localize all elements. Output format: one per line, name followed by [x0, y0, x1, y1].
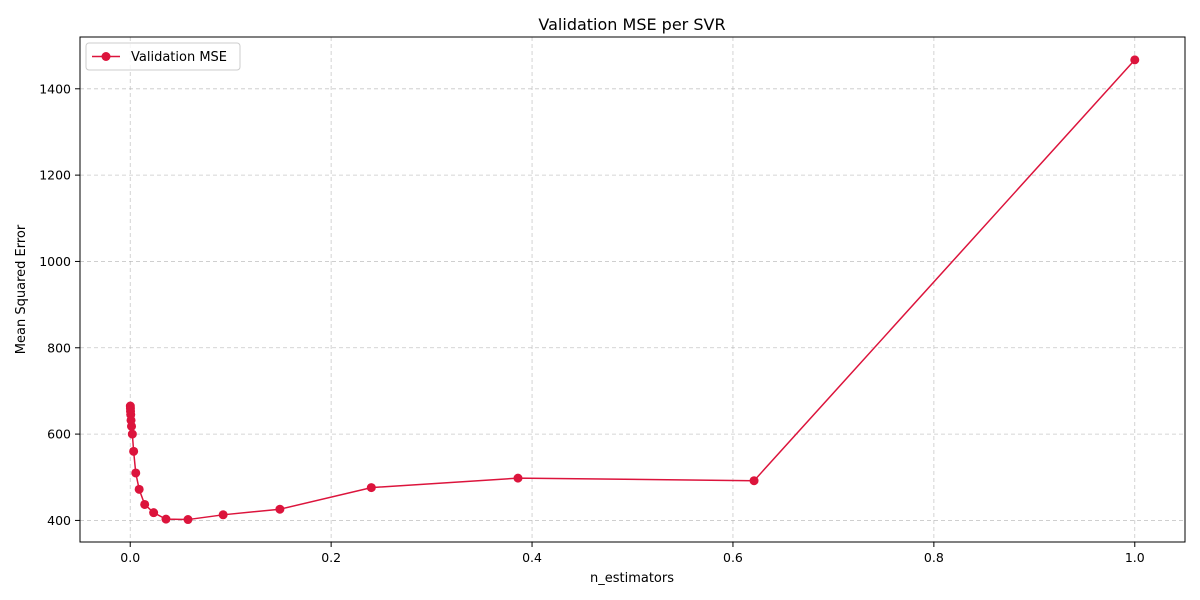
y-axis-label: Mean Squared Error — [14, 224, 29, 354]
legend-marker — [101, 52, 111, 61]
x-axis-label: n_estimators — [590, 571, 674, 586]
x-tick-label: 0.0 — [120, 550, 140, 565]
x-tick-label: 0.6 — [723, 550, 743, 565]
data-point — [183, 515, 193, 525]
data-point — [149, 508, 159, 518]
x-tick-label: 0.4 — [522, 550, 542, 565]
x-tick-label: 0.2 — [321, 550, 341, 565]
data-point — [749, 476, 759, 486]
grid — [80, 37, 1185, 542]
data-point — [218, 510, 228, 520]
data-point — [127, 429, 137, 439]
data-point — [131, 468, 141, 478]
chart-title: Validation MSE per SVR — [538, 15, 725, 34]
y-tick-label: 1000 — [39, 254, 71, 269]
data-point — [134, 484, 144, 494]
y-tick-label: 600 — [47, 427, 71, 442]
data-point — [161, 514, 171, 524]
x-tick-label: 1.0 — [1125, 550, 1145, 565]
data-point — [366, 483, 376, 493]
data-point — [127, 421, 137, 431]
series-layer — [125, 55, 1140, 525]
x-axis-ticks: 0.0 0.2 0.4 0.6 0.8 1.0 — [120, 542, 1145, 565]
data-point — [1130, 55, 1140, 65]
legend-box — [85, 42, 241, 71]
legend: Validation MSE — [85, 42, 241, 71]
data-point — [129, 446, 139, 456]
y-tick-label: 1400 — [39, 81, 71, 96]
data-point — [140, 499, 150, 509]
y-tick-label: 800 — [47, 340, 71, 355]
y-tick-label: 400 — [47, 513, 71, 528]
data-point — [275, 504, 285, 514]
y-tick-label: 1200 — [39, 168, 71, 183]
legend-label: Validation MSE — [131, 50, 227, 65]
y-axis-ticks: 400 600 800 1000 1200 1400 — [39, 81, 80, 528]
plot-area — [79, 36, 1186, 543]
x-tick-label: 0.8 — [924, 550, 944, 565]
data-point — [513, 473, 523, 483]
